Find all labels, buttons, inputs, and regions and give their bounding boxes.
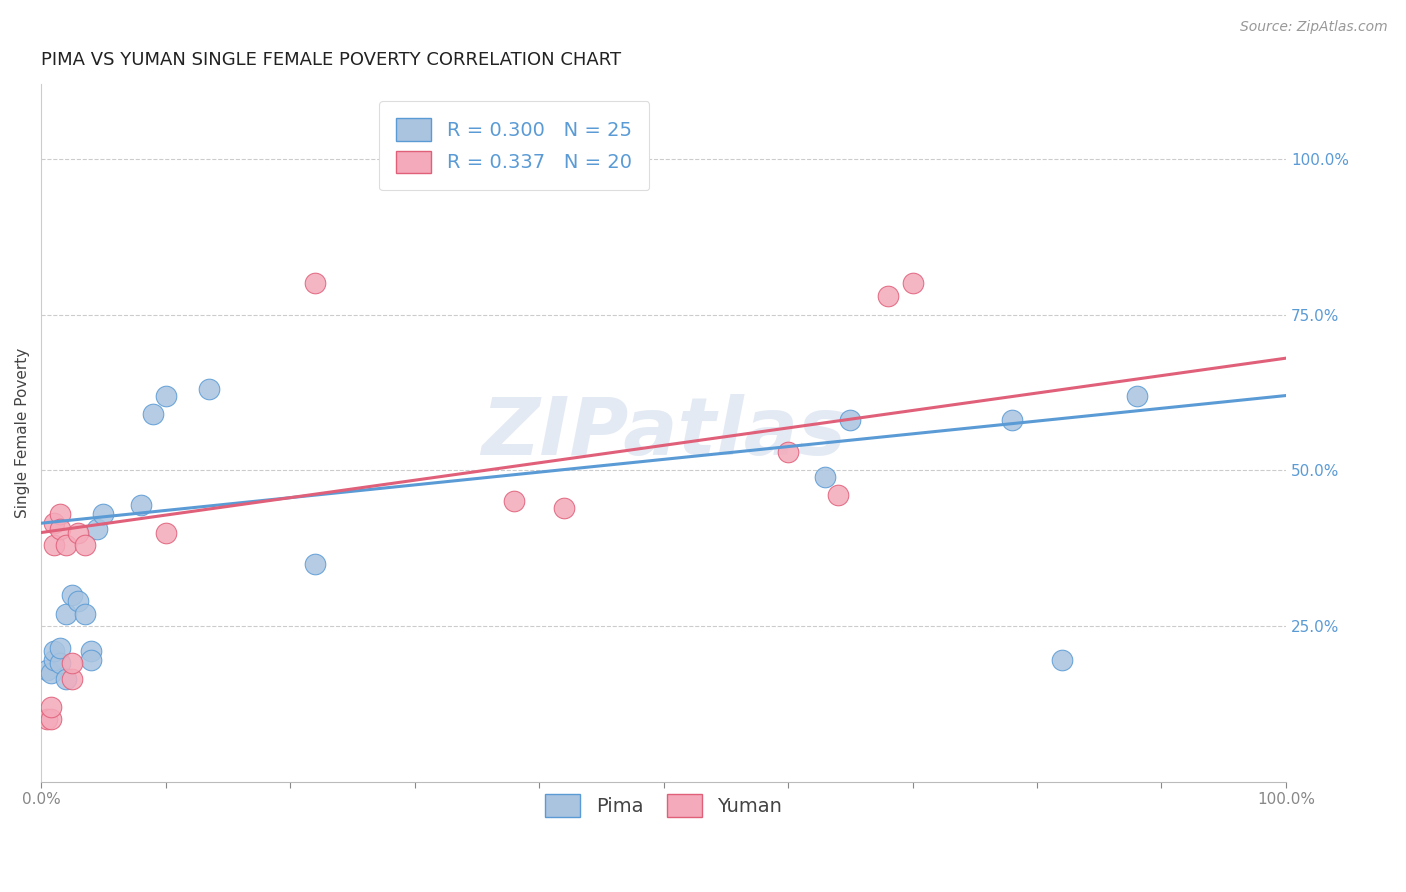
Point bbox=[1125, 388, 1147, 402]
Point bbox=[827, 488, 849, 502]
Point bbox=[198, 382, 221, 396]
Legend: Pima, Yuman: Pima, Yuman bbox=[537, 786, 790, 824]
Point bbox=[142, 407, 165, 421]
Point bbox=[901, 277, 924, 291]
Point bbox=[814, 469, 837, 483]
Point bbox=[60, 657, 83, 671]
Point bbox=[60, 588, 83, 602]
Point bbox=[49, 523, 72, 537]
Point bbox=[55, 607, 77, 621]
Text: Source: ZipAtlas.com: Source: ZipAtlas.com bbox=[1240, 20, 1388, 34]
Point bbox=[304, 277, 326, 291]
Point bbox=[304, 557, 326, 571]
Point bbox=[67, 594, 90, 608]
Text: PIMA VS YUMAN SINGLE FEMALE POVERTY CORRELATION CHART: PIMA VS YUMAN SINGLE FEMALE POVERTY CORR… bbox=[41, 51, 621, 69]
Point bbox=[1050, 653, 1073, 667]
Point bbox=[1001, 413, 1024, 427]
Point bbox=[776, 444, 799, 458]
Point bbox=[39, 665, 62, 680]
Point bbox=[839, 413, 862, 427]
Y-axis label: Single Female Poverty: Single Female Poverty bbox=[15, 348, 30, 518]
Point bbox=[80, 653, 103, 667]
Point bbox=[73, 607, 96, 621]
Point bbox=[49, 507, 72, 521]
Point bbox=[80, 644, 103, 658]
Point bbox=[155, 525, 177, 540]
Point bbox=[39, 700, 62, 714]
Point bbox=[73, 538, 96, 552]
Point bbox=[155, 388, 177, 402]
Point bbox=[93, 507, 115, 521]
Point bbox=[42, 653, 65, 667]
Point bbox=[49, 657, 72, 671]
Point bbox=[49, 640, 72, 655]
Point bbox=[37, 663, 59, 677]
Point bbox=[39, 713, 62, 727]
Point bbox=[60, 672, 83, 686]
Text: ZIPatlas: ZIPatlas bbox=[481, 394, 846, 472]
Point bbox=[55, 672, 77, 686]
Point bbox=[86, 523, 108, 537]
Point bbox=[876, 289, 898, 303]
Point bbox=[129, 498, 152, 512]
Point bbox=[42, 644, 65, 658]
Point bbox=[42, 538, 65, 552]
Point bbox=[55, 538, 77, 552]
Point bbox=[503, 494, 526, 508]
Point bbox=[42, 516, 65, 531]
Point bbox=[67, 525, 90, 540]
Point bbox=[37, 713, 59, 727]
Point bbox=[553, 500, 575, 515]
